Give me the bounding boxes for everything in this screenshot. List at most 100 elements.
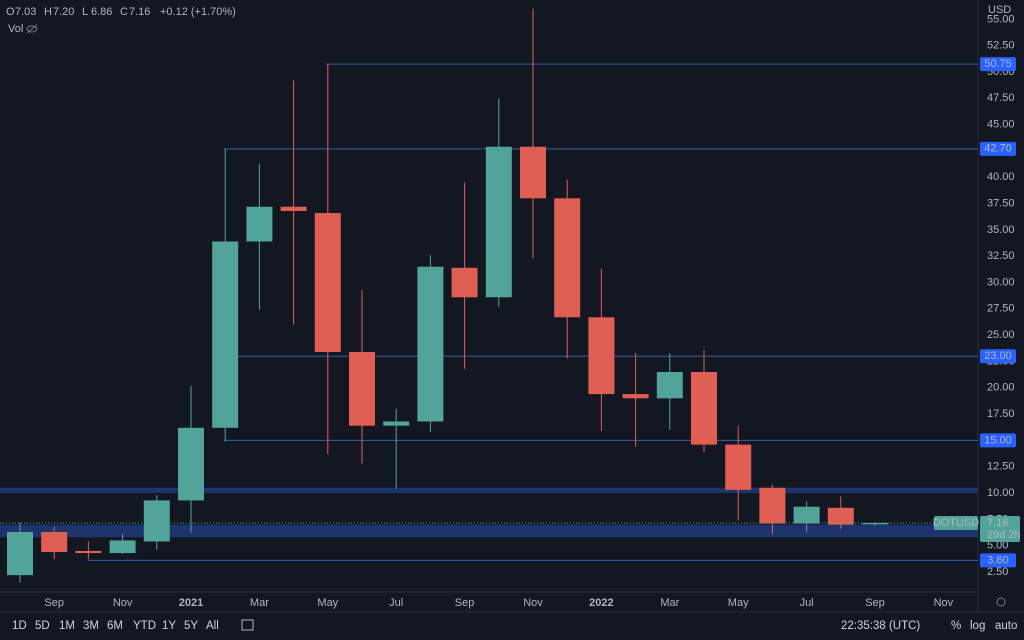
x-tick-label: May bbox=[728, 597, 749, 609]
candle-body bbox=[656, 372, 683, 399]
y-tick-label: 17.50 bbox=[987, 408, 1015, 420]
x-tick-label: Nov bbox=[934, 597, 954, 609]
level-tag bbox=[980, 433, 1016, 448]
y-tick-label: 20.00 bbox=[987, 382, 1015, 394]
candle-body bbox=[793, 506, 820, 524]
candle-body bbox=[485, 146, 512, 298]
symbol-tag bbox=[934, 515, 978, 530]
candle-body bbox=[554, 198, 581, 318]
ohlc-value: 7.20 bbox=[53, 6, 74, 18]
x-tick-label: Jul bbox=[800, 597, 814, 609]
auto-toggle[interactable]: auto bbox=[995, 620, 1017, 632]
x-tick-label: Nov bbox=[523, 597, 543, 609]
y-tick-label: 35.00 bbox=[987, 224, 1015, 236]
log-toggle[interactable]: log bbox=[970, 620, 985, 632]
ohlc-value: 7.16 bbox=[129, 6, 150, 18]
ohlc-value: 6.86 bbox=[91, 6, 112, 18]
x-tick-label: Nov bbox=[113, 597, 133, 609]
candle-body bbox=[588, 317, 615, 395]
y-tick-label: 45.00 bbox=[987, 119, 1015, 131]
countdown: 29d 2h bbox=[987, 529, 1021, 541]
y-tick-label: 12.50 bbox=[987, 461, 1015, 473]
y-tick-label: 25.00 bbox=[987, 329, 1015, 341]
clock: 22:35:38 (UTC) bbox=[841, 620, 920, 632]
vol-label: Vol bbox=[8, 23, 23, 35]
candle-body bbox=[451, 267, 478, 298]
x-tick-label: Mar bbox=[250, 597, 269, 609]
range-button[interactable]: All bbox=[206, 620, 219, 632]
percent-toggle[interactable]: % bbox=[951, 620, 961, 632]
candle-body bbox=[520, 146, 546, 199]
x-tick-label: Sep bbox=[455, 597, 475, 609]
level-label: 15.00 bbox=[984, 434, 1012, 446]
x-tick-label: Jul bbox=[389, 597, 403, 609]
y-tick-label: 2.50 bbox=[987, 566, 1008, 578]
candle-body bbox=[314, 213, 341, 352]
range-button[interactable]: 5Y bbox=[184, 620, 198, 632]
y-tick-label: 52.50 bbox=[987, 40, 1015, 52]
settings-icon[interactable] bbox=[996, 597, 1006, 607]
level-tag bbox=[980, 349, 1016, 364]
ohlc-key: O bbox=[6, 6, 15, 18]
ohlc-key: C bbox=[120, 6, 128, 18]
candle-body bbox=[725, 444, 752, 490]
level-label: 50.75 bbox=[984, 58, 1012, 70]
candle-body bbox=[622, 394, 649, 399]
range-button[interactable]: 3M bbox=[83, 620, 99, 632]
symbol-label: DOTUSD bbox=[933, 517, 980, 529]
price-label: 7.16 bbox=[987, 517, 1008, 529]
y-tick-label: 47.50 bbox=[987, 92, 1015, 104]
candle-body bbox=[178, 427, 204, 501]
level-tag bbox=[980, 141, 1016, 156]
range-button[interactable]: 1D bbox=[12, 620, 27, 632]
level-label: 3.60 bbox=[987, 554, 1008, 566]
candle-body bbox=[7, 532, 33, 576]
candle-body bbox=[862, 522, 888, 525]
currency: USD bbox=[988, 4, 1011, 16]
range-button[interactable]: YTD bbox=[133, 620, 156, 632]
level-tag bbox=[980, 553, 1016, 568]
level-label: 23.00 bbox=[984, 350, 1012, 362]
candle-body bbox=[41, 532, 68, 552]
x-tick-label: Sep bbox=[44, 597, 64, 609]
x-tick-label: Mar bbox=[660, 597, 679, 609]
x-tick-label: 2022 bbox=[589, 597, 613, 609]
candle-body bbox=[759, 487, 786, 524]
y-tick-label: 10.00 bbox=[987, 487, 1015, 499]
y-tick-label: 30.00 bbox=[987, 276, 1015, 288]
x-tick-label: May bbox=[317, 597, 338, 609]
zone bbox=[0, 487, 978, 494]
candle-body bbox=[246, 206, 273, 242]
y-tick-label: 55.00 bbox=[987, 13, 1015, 25]
range-button[interactable]: 1Y bbox=[162, 620, 176, 632]
level-tag bbox=[980, 57, 1016, 72]
candle-body bbox=[212, 241, 239, 428]
candle-body bbox=[349, 352, 375, 426]
change: +0.12 (+1.70%) bbox=[160, 6, 236, 18]
price-tag bbox=[980, 515, 1020, 542]
candle-body bbox=[109, 540, 136, 554]
ohlc-key: H bbox=[44, 6, 52, 18]
level-label: 42.70 bbox=[984, 143, 1012, 155]
y-tick-label: 27.50 bbox=[987, 303, 1015, 315]
ohlc-key: L bbox=[82, 6, 88, 18]
candle-body bbox=[417, 266, 444, 422]
eye-icon bbox=[26, 24, 38, 34]
ohlc-value: 7.03 bbox=[15, 6, 36, 18]
calendar-icon[interactable] bbox=[241, 619, 254, 631]
candle-body bbox=[75, 550, 102, 554]
range-button[interactable]: 1M bbox=[59, 620, 75, 632]
range-button[interactable]: 6M bbox=[107, 620, 123, 632]
candle-body bbox=[280, 206, 307, 211]
y-tick-label: 32.50 bbox=[987, 250, 1015, 262]
x-tick-label: Sep bbox=[865, 597, 885, 609]
candle-body bbox=[143, 500, 170, 542]
range-button[interactable]: 5D bbox=[35, 620, 50, 632]
y-tick-label: 40.00 bbox=[987, 171, 1015, 183]
candle-body bbox=[383, 421, 410, 426]
candle-body bbox=[691, 372, 717, 445]
zone bbox=[0, 524, 978, 538]
y-tick-label: 37.50 bbox=[987, 197, 1015, 209]
